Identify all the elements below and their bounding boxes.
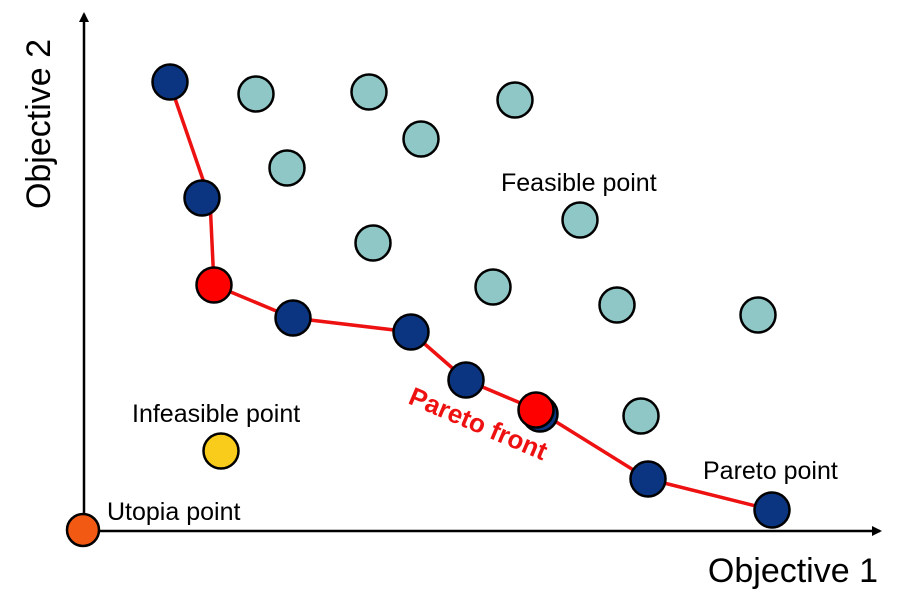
infeasible-point-label: Infeasible point [132, 400, 300, 428]
feasible-point [237, 75, 275, 113]
pareto-front-line [168, 82, 774, 512]
feasible-point [561, 201, 599, 239]
x-axis-title: Objective 1 [708, 552, 878, 590]
pareto-point [629, 460, 667, 498]
utopia-point [65, 512, 101, 548]
pareto-point [392, 313, 430, 351]
feasible-point [350, 73, 388, 111]
pareto-point [274, 299, 312, 337]
special-points [65, 432, 240, 548]
feasible-point [354, 224, 392, 262]
feasible-point [598, 286, 636, 324]
feasible-point [474, 268, 512, 306]
feasible-point [739, 296, 777, 334]
feasible-point-label: Feasible point [501, 169, 657, 197]
y-axis-title: Objective 2 [20, 39, 58, 209]
feasible-point [496, 81, 534, 119]
feasible-point [402, 120, 440, 158]
pareto-point [151, 63, 189, 101]
highlighted-pareto-point [517, 391, 555, 429]
pareto-point [753, 491, 791, 529]
pareto-point [447, 361, 485, 399]
infeasible-point [202, 432, 240, 470]
highlighted-pareto-point [195, 266, 233, 304]
utopia-point-label: Utopia point [107, 498, 240, 526]
feasible-points [237, 73, 777, 435]
pareto-point [183, 179, 221, 217]
feasible-point [268, 149, 306, 187]
highlighted-pareto-points [195, 266, 555, 429]
axes: Objective 1 Objective 2 [20, 12, 882, 590]
pareto-point-label: Pareto point [703, 457, 838, 485]
pareto-points [151, 63, 791, 529]
feasible-point [622, 397, 660, 435]
